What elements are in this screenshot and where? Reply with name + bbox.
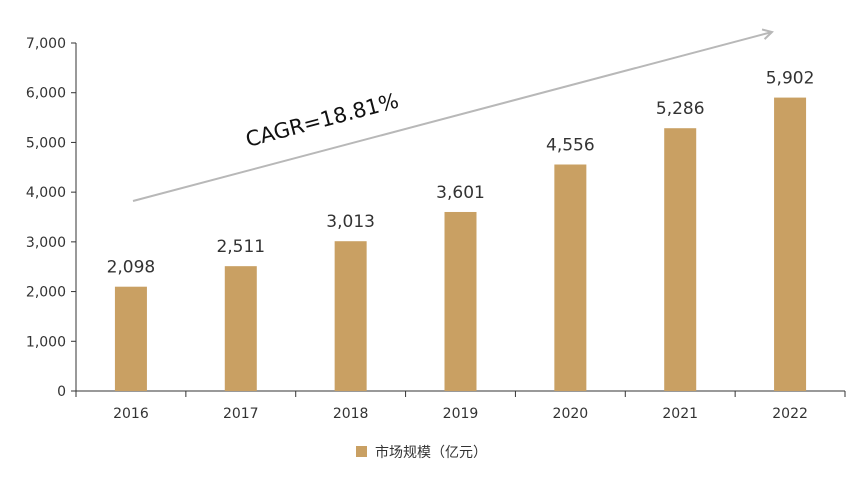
x-tick-label: 2019 bbox=[443, 406, 479, 422]
bar bbox=[114, 286, 147, 391]
data-label: 3,013 bbox=[326, 212, 375, 232]
bar bbox=[444, 211, 477, 391]
data-label: 5,902 bbox=[766, 69, 815, 89]
x-axis-ticks: 2016 2017 2018 2019 2020 2021 2022 bbox=[75, 391, 846, 422]
bar bbox=[774, 97, 807, 391]
data-label: 2,098 bbox=[107, 258, 156, 278]
cagr-label: CAGR=18.81% bbox=[243, 88, 401, 151]
y-tick-label: 1,000 bbox=[26, 334, 66, 350]
data-label: 4,556 bbox=[546, 136, 595, 156]
data-labels: 2,098 2,511 3,013 3,601 4,556 5,286 5,902 bbox=[107, 69, 815, 278]
bar bbox=[664, 128, 697, 392]
x-tick-label: 2016 bbox=[113, 406, 149, 422]
x-tick-label: 2021 bbox=[662, 406, 698, 422]
bar bbox=[224, 266, 257, 391]
bars bbox=[114, 97, 807, 392]
trend-arrow bbox=[132, 32, 772, 202]
bar bbox=[554, 164, 587, 391]
y-tick-label: 3,000 bbox=[26, 235, 66, 251]
y-tick-label: 4,000 bbox=[26, 185, 66, 201]
data-label: 3,601 bbox=[436, 183, 485, 203]
y-tick-label: 6,000 bbox=[26, 86, 66, 102]
legend: 市场规模（亿元） bbox=[356, 444, 487, 461]
x-tick-label: 2022 bbox=[772, 406, 808, 422]
y-tick-label: 2,000 bbox=[26, 285, 66, 301]
bar bbox=[334, 241, 367, 391]
y-axis-ticks: 0 1,000 2,000 3,000 4,000 5,000 6,000 7,000 bbox=[26, 36, 76, 400]
y-tick-label: 5,000 bbox=[26, 135, 66, 151]
legend-swatch bbox=[356, 446, 367, 457]
legend-label: 市场规模（亿元） bbox=[375, 444, 487, 461]
data-label: 2,511 bbox=[216, 237, 265, 257]
y-tick-label: 7,000 bbox=[26, 36, 66, 52]
data-label: 5,286 bbox=[656, 99, 705, 119]
y-tick-label: 0 bbox=[57, 384, 66, 400]
x-tick-label: 2017 bbox=[223, 406, 259, 422]
x-tick-label: 2020 bbox=[553, 406, 589, 422]
x-tick-label: 2018 bbox=[333, 406, 369, 422]
